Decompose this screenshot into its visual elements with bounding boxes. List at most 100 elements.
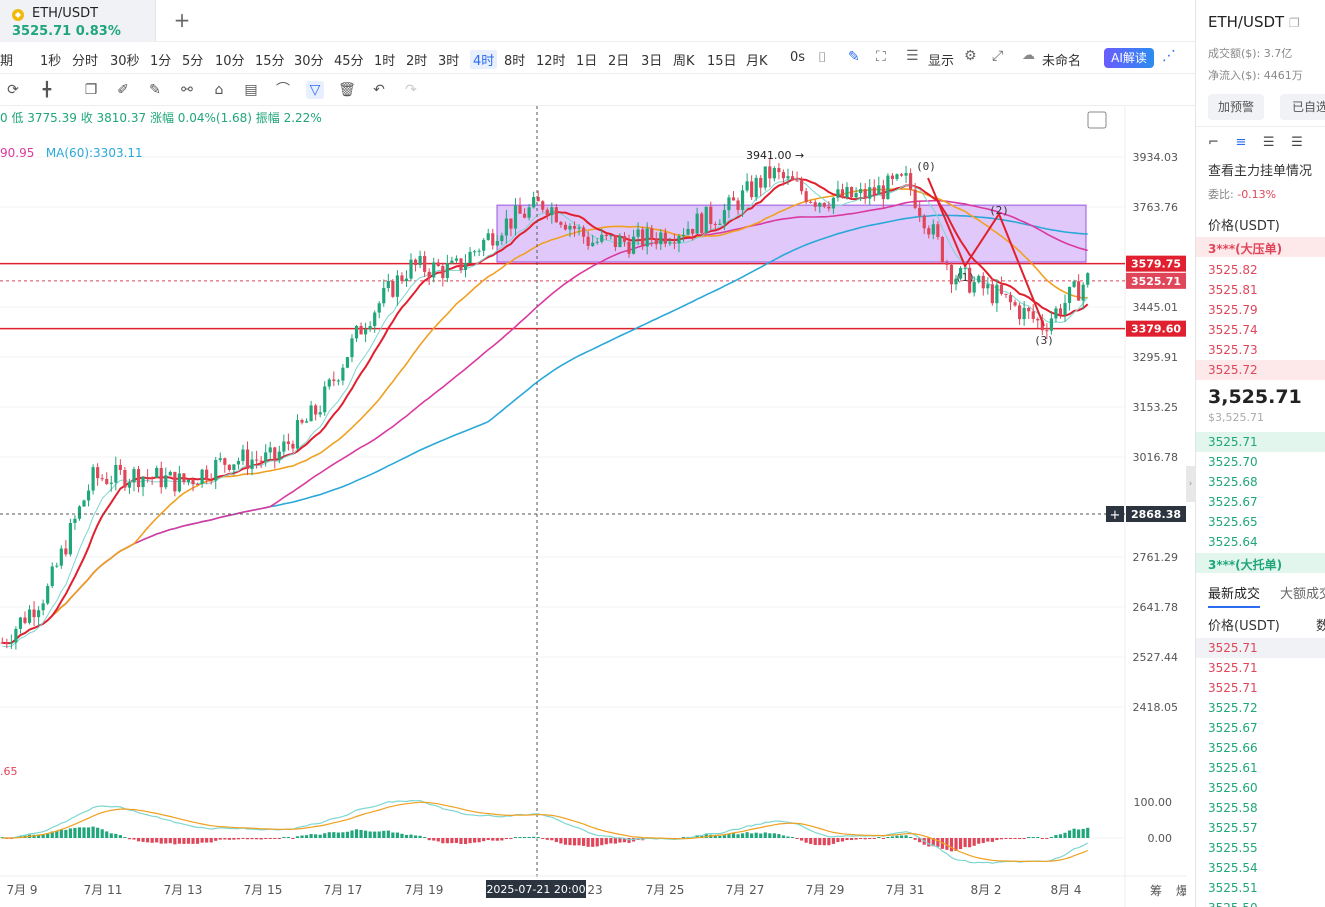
candlestick-chart[interactable]: 3934.03 3763.76 3445.01 3295.91 3153.25 3016.…: [0, 106, 1186, 907]
macd-readout: .65: [0, 765, 18, 778]
interval-19[interactable]: 周K: [673, 54, 695, 69]
orderbook-bids-icon: ☰: [1262, 135, 1275, 150]
interval-1[interactable]: 1秒: [40, 54, 62, 69]
ruler-tool-icon[interactable]: ✐: [117, 82, 129, 98]
macd-bar: [913, 838, 917, 840]
interval-13[interactable]: 4时: [470, 50, 498, 69]
watchlist-button[interactable]: 已自选: [1280, 94, 1325, 120]
macd-bar: [582, 838, 586, 846]
panel-tab-icons[interactable]: ⌐ ≡ ☰ ☰: [1208, 135, 1303, 150]
interval-8[interactable]: 30分: [294, 54, 324, 69]
add-tab-icon[interactable]: +: [173, 8, 191, 32]
macd-bar: [872, 838, 876, 839]
macd-bar: [595, 838, 599, 847]
tab-latest-trades[interactable]: 最新成交: [1208, 587, 1261, 602]
interval-5[interactable]: 5分: [182, 54, 204, 69]
expand-icon[interactable]: ⛶: [876, 49, 886, 65]
list-icon[interactable]: ☰: [906, 48, 919, 64]
ask-row[interactable]: 3525.79: [1208, 303, 1258, 317]
ask-row[interactable]: 3525.81: [1208, 283, 1258, 297]
macd-bar: [395, 832, 399, 838]
filter-tool-icon[interactable]: ▽: [306, 81, 324, 99]
candle-body: [245, 449, 250, 470]
ma-readout: 90.95 MA(60):3303.11: [0, 146, 143, 160]
candle-body: [23, 617, 27, 623]
macd-bar: [968, 838, 972, 848]
macd-bar: [477, 838, 481, 843]
camera-icon[interactable]: ⌷: [818, 50, 827, 66]
ask-row[interactable]: 3525.74: [1208, 323, 1258, 337]
macd-bar: [559, 838, 563, 844]
candle-body: [890, 175, 895, 179]
candle-body: [123, 470, 127, 488]
bid-row[interactable]: 3525.67: [1208, 495, 1258, 509]
interval-18[interactable]: 3日: [641, 54, 663, 69]
bid-row[interactable]: 3525.70: [1208, 455, 1258, 469]
interval-20[interactable]: 15日: [707, 54, 737, 69]
refresh-tool-icon[interactable]: ⟳: [7, 82, 19, 98]
interval-17[interactable]: 2日: [608, 54, 630, 69]
undo-icon[interactable]: ↶: [373, 82, 385, 98]
crosshair-tool-icon[interactable]: ╋: [42, 82, 52, 98]
lock-tool-icon[interactable]: ⌂: [214, 82, 224, 98]
macd-bar: [96, 827, 100, 838]
interval-9[interactable]: 45分: [334, 54, 364, 69]
interval-22[interactable]: 0s: [790, 50, 806, 65]
candle-body: [541, 201, 545, 210]
interval-12[interactable]: 3时: [438, 54, 460, 69]
macd-bar: [64, 829, 68, 838]
settings-icon[interactable]: ⚙: [964, 48, 977, 64]
copy-tool-icon[interactable]: ❐: [84, 82, 98, 98]
bid-row[interactable]: 3525.65: [1208, 515, 1258, 529]
interval-11[interactable]: 2时: [406, 54, 428, 69]
candle-body: [250, 459, 254, 470]
macd-bar: [432, 838, 436, 841]
share-icon[interactable]: ⋰: [1162, 48, 1176, 64]
macd-bar: [563, 838, 568, 845]
interval-10[interactable]: 1时: [374, 54, 396, 69]
interval-23[interactable]: 显示: [928, 54, 955, 69]
note-tool-icon[interactable]: ▤: [244, 82, 258, 98]
interval-4[interactable]: 1分: [150, 54, 172, 69]
candle-body: [354, 325, 359, 339]
bid-row[interactable]: 3525.71: [1196, 432, 1325, 452]
redo-icon[interactable]: ↷: [405, 82, 417, 98]
candle-body: [436, 262, 440, 267]
interval-6[interactable]: 10分: [215, 54, 245, 69]
candle-body: [1031, 311, 1035, 319]
candle-body: [700, 213, 704, 233]
candle-body: [863, 189, 867, 199]
bid-row[interactable]: 3525.64: [1208, 535, 1258, 549]
candle-body: [1022, 307, 1026, 320]
interval-7[interactable]: 15分: [255, 54, 285, 69]
tab-big-trades[interactable]: 大额成交: [1280, 587, 1325, 602]
interval-0[interactable]: 期: [0, 54, 14, 69]
interval-21[interactable]: 月K: [746, 54, 768, 69]
interval-3[interactable]: 30秒: [110, 54, 140, 69]
ma-line: [2, 187, 1088, 645]
pen-icon[interactable]: ✎: [848, 49, 860, 65]
interval-16[interactable]: 1日: [576, 54, 598, 69]
fullscreen-icon[interactable]: ⤢: [992, 48, 1004, 64]
main-orders-link[interactable]: 查看主力挂单情况: [1208, 164, 1313, 179]
magnet-tool-icon[interactable]: ⌒: [276, 82, 290, 98]
ask-row[interactable]: 3525.72: [1196, 360, 1325, 380]
macd-bar: [972, 838, 976, 846]
brush-tool-icon[interactable]: ✎: [149, 82, 161, 98]
candle-body: [1081, 284, 1085, 301]
interval-14[interactable]: 8时: [504, 54, 526, 69]
interval-24[interactable]: 未命名: [1042, 54, 1082, 69]
interval-15[interactable]: 12时: [536, 54, 566, 69]
interval-2[interactable]: 分时: [72, 54, 99, 69]
ask-row[interactable]: 3525.82: [1208, 263, 1258, 277]
ai-explain-button[interactable]: AI解读: [1104, 48, 1154, 68]
add-alert-button[interactable]: 加预警: [1208, 94, 1264, 120]
macd-bar: [681, 837, 686, 838]
ask-row[interactable]: 3525.73: [1208, 343, 1258, 357]
bid-row[interactable]: 3525.68: [1208, 475, 1258, 489]
trash-tool-icon[interactable]: 🗑: [338, 82, 356, 98]
collapse-panel-icon[interactable]: ›: [1186, 466, 1195, 502]
pattern-tool-icon[interactable]: ⚯: [181, 82, 193, 98]
macd-bar: [1067, 830, 1072, 838]
tab-eth-usdt[interactable]: ◆ ETH/USDT 3525.71 0.83%: [0, 0, 156, 42]
